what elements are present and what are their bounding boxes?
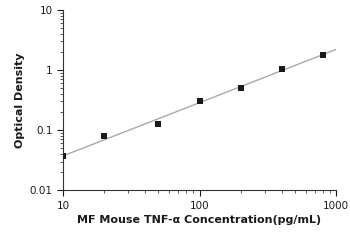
Point: [101, 134, 107, 138]
Point: [238, 86, 243, 90]
X-axis label: MF Mouse TNF-α Concentration(pg/mL): MF Mouse TNF-α Concentration(pg/mL): [77, 215, 322, 225]
Y-axis label: Optical Density: Optical Density: [15, 52, 26, 148]
Point: [156, 122, 161, 126]
Point: [279, 67, 285, 71]
Point: [320, 53, 326, 57]
Point: [197, 100, 202, 103]
Point: [60, 154, 66, 158]
